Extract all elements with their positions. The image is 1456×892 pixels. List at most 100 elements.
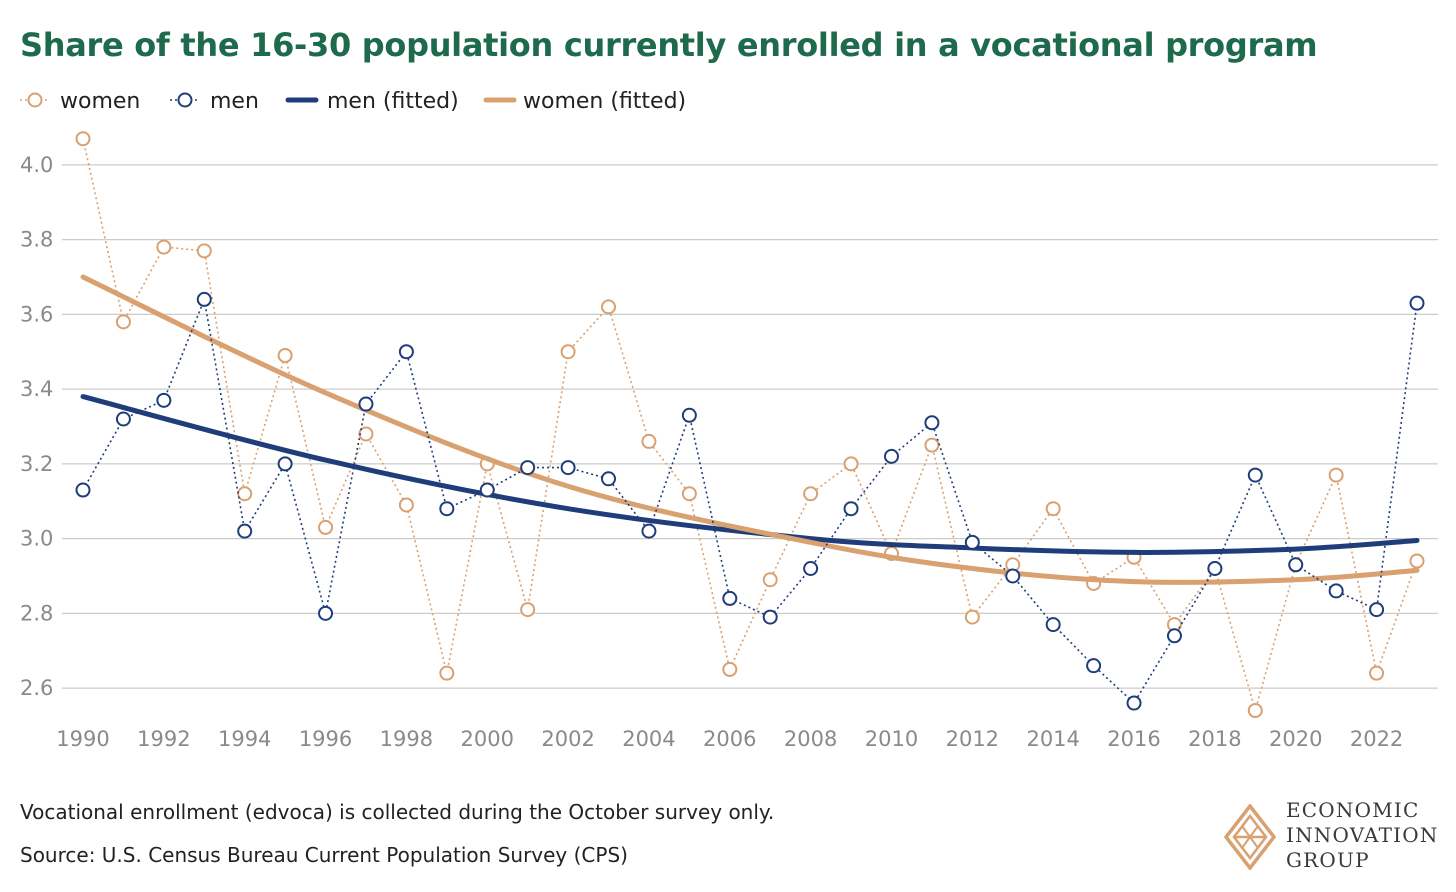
logo-text-line3: GROUP [1286, 848, 1370, 872]
y-tick-label: 2.8 [20, 601, 53, 625]
x-tick-label: 2012 [946, 727, 999, 751]
y-tick-label: 3.4 [20, 377, 53, 401]
data-point-women [1409, 553, 1425, 569]
data-point-women [1369, 665, 1385, 681]
logo-wordmark: ECONOMIC INNOVATION GROUP [1286, 798, 1439, 873]
data-point-women [843, 456, 859, 472]
x-tick-label: 1992 [137, 727, 190, 751]
legend: women men men (fitted) women (fitted) [20, 89, 686, 114]
data-point-women [964, 609, 980, 625]
legend-swatch-marker-men [177, 92, 193, 108]
x-tick-label: 2016 [1107, 727, 1160, 751]
x-tick-label: 2022 [1350, 727, 1403, 751]
data-point-men [1328, 583, 1344, 599]
x-tick-label: 2004 [622, 727, 675, 751]
data-point-men [883, 448, 899, 464]
footnote-edvoca: Vocational enrollment (edvoca) is collec… [20, 800, 775, 824]
x-tick-label: 2014 [1026, 727, 1079, 751]
data-point-men [681, 407, 697, 423]
x-tick-label: 2006 [703, 727, 756, 751]
data-point-women [277, 347, 293, 363]
data-point-men [1409, 295, 1425, 311]
data-point-men [1126, 695, 1142, 711]
data-point-men [398, 344, 414, 360]
x-tick-label: 2018 [1188, 727, 1241, 751]
data-point-men [156, 392, 172, 408]
series-lines [75, 131, 1425, 719]
line-chart: 2.62.83.03.23.43.63.84.0 1990 1992 1994 199… [20, 89, 1438, 751]
data-point-men [560, 460, 576, 476]
diamond-logo-icon [1224, 804, 1276, 870]
data-point-men [358, 396, 374, 412]
data-point-men [601, 471, 617, 487]
data-point-women [924, 437, 940, 453]
x-axis-ticks: 1990 1992 1994 1996 1998 2000 2002 2004 2006 2008… [56, 727, 1403, 751]
x-tick-label: 1990 [56, 727, 109, 751]
y-tick-label: 4.0 [20, 153, 53, 177]
data-point-women [560, 344, 576, 360]
x-tick-label: 1996 [299, 727, 352, 751]
data-point-men [1288, 557, 1304, 573]
data-point-women [1247, 703, 1263, 719]
legend-label-women: women [60, 89, 140, 114]
data-point-men [196, 291, 212, 307]
data-point-women [520, 602, 536, 618]
data-point-men [964, 534, 980, 550]
y-tick-label: 2.6 [20, 676, 53, 700]
x-tick-label: 2000 [461, 727, 514, 751]
data-point-men [318, 605, 334, 621]
series-line-men-fitted [80, 394, 1420, 555]
x-tick-label: 1994 [218, 727, 271, 751]
footnote-source: Source: U.S. Census Bureau Current Popul… [20, 843, 628, 867]
data-point-women [115, 314, 131, 330]
data-point-men [1369, 602, 1385, 618]
x-tick-label: 2008 [784, 727, 837, 751]
data-point-men [439, 501, 455, 517]
data-point-women [439, 665, 455, 681]
chart-title: Share of the 16-30 population currently … [20, 26, 1318, 64]
legend-swatch-marker-women [27, 92, 43, 108]
legend-label-men: men [210, 89, 259, 114]
data-point-men [237, 523, 253, 539]
data-point-women [318, 519, 334, 535]
data-point-men [722, 590, 738, 606]
series-line-women [82, 138, 1418, 714]
x-tick-label: 2010 [865, 727, 918, 751]
data-point-men [1045, 617, 1061, 633]
logo-text-line2: INNOVATION [1286, 823, 1439, 847]
legend-label-women-fitted: women (fitted) [523, 89, 686, 114]
x-tick-label: 1998 [380, 727, 433, 751]
series-line-women-fitted [80, 274, 1420, 585]
data-point-men [803, 561, 819, 576]
data-point-women [237, 486, 253, 502]
y-tick-label: 3.6 [20, 302, 53, 326]
data-point-men [1247, 467, 1263, 483]
logo-text-line1: ECONOMIC [1286, 798, 1420, 822]
data-point-women [641, 433, 657, 449]
data-point-women [75, 131, 91, 147]
data-point-women [762, 572, 778, 588]
data-point-women [601, 299, 617, 315]
data-point-men [479, 482, 495, 498]
y-tick-label: 3.2 [20, 452, 53, 476]
legend-label-men-fitted: men (fitted) [327, 89, 459, 114]
data-point-women [722, 661, 738, 677]
data-point-men [1207, 561, 1223, 576]
data-point-women [1328, 467, 1344, 483]
data-point-men [277, 456, 293, 472]
data-point-women [803, 486, 819, 502]
data-point-women [1045, 501, 1061, 517]
data-point-men [641, 523, 657, 539]
data-point-men [75, 482, 91, 498]
data-point-men [1086, 658, 1102, 674]
eig-logo: ECONOMIC INNOVATION GROUP [1224, 798, 1446, 874]
data-point-men [843, 501, 859, 517]
data-point-men [115, 411, 131, 427]
series-line-men [82, 296, 1418, 705]
data-point-women [196, 243, 212, 259]
data-point-men [924, 415, 940, 431]
data-point-men [762, 609, 778, 625]
data-point-men [1166, 628, 1182, 644]
x-tick-label: 2020 [1269, 727, 1322, 751]
y-tick-label: 3.8 [20, 228, 53, 252]
